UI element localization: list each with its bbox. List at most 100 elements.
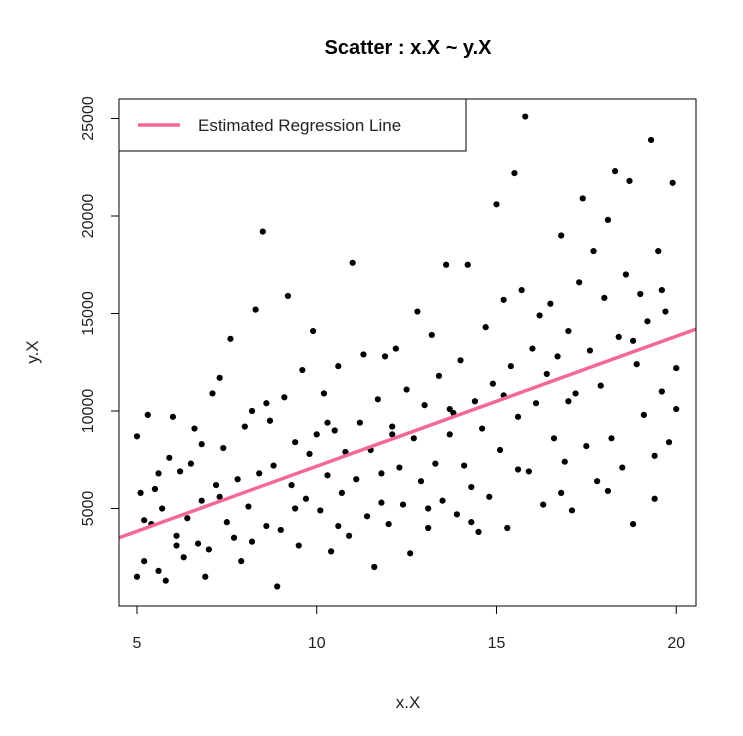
- data-point: [144, 411, 151, 418]
- data-point: [543, 370, 550, 378]
- data-point: [227, 335, 234, 342]
- data-point: [295, 542, 302, 549]
- data-point: [619, 464, 626, 471]
- data-point: [532, 400, 540, 407]
- points-layer: [133, 113, 680, 590]
- data-point: [328, 548, 335, 555]
- data-point: [651, 452, 658, 459]
- data-point: [658, 388, 665, 395]
- data-point: [385, 521, 392, 528]
- data-point: [428, 331, 435, 339]
- y-tick-label: 15000: [80, 291, 97, 336]
- data-point: [493, 201, 500, 208]
- data-point: [489, 380, 496, 387]
- x-tick-label: 15: [488, 635, 506, 652]
- data-point: [320, 390, 328, 397]
- x-tick-label: 5: [133, 635, 142, 652]
- data-point: [568, 507, 576, 514]
- y-tick-label: 5000: [80, 491, 97, 527]
- data-point: [665, 439, 673, 446]
- data-point: [292, 439, 299, 446]
- data-point: [216, 493, 223, 500]
- data-point: [281, 394, 288, 401]
- data-point: [371, 563, 378, 571]
- data-point: [389, 431, 396, 438]
- data-point: [159, 505, 166, 512]
- data-point: [166, 454, 173, 461]
- data-point: [292, 505, 299, 512]
- data-point: [417, 478, 425, 485]
- data-point: [475, 528, 482, 536]
- data-point: [586, 347, 594, 354]
- data-point: [511, 170, 518, 177]
- data-point: [378, 499, 385, 506]
- data-point: [191, 425, 198, 432]
- data-point: [558, 232, 565, 239]
- data-point: [177, 468, 184, 475]
- regression-line-layer: [119, 327, 696, 540]
- y-tick-label: 10000: [80, 389, 97, 434]
- data-point: [518, 287, 525, 294]
- data-point: [324, 419, 331, 426]
- data-point: [155, 567, 162, 575]
- data-point: [604, 216, 612, 223]
- data-point: [435, 372, 443, 379]
- data-point: [529, 345, 536, 352]
- data-point: [392, 345, 399, 352]
- data-point: [425, 524, 432, 532]
- data-point: [310, 327, 317, 335]
- data-point: [608, 435, 615, 442]
- data-point: [252, 306, 259, 313]
- data-point: [468, 519, 475, 526]
- data-point: [554, 353, 561, 360]
- data-point: [604, 487, 612, 495]
- data-point: [363, 513, 371, 520]
- data-point: [496, 446, 504, 454]
- regression-line: [119, 327, 696, 540]
- x-tick-label: 20: [667, 635, 685, 652]
- data-point: [576, 279, 583, 286]
- data-point: [302, 495, 310, 502]
- data-point: [173, 532, 180, 539]
- data-point: [629, 337, 637, 344]
- data-point: [360, 351, 367, 358]
- data-point: [597, 382, 604, 389]
- data-point: [241, 423, 248, 430]
- data-point: [263, 400, 270, 407]
- x-axis-label: x.X: [396, 693, 421, 712]
- data-point: [655, 248, 662, 255]
- data-point: [356, 419, 363, 426]
- data-point: [558, 489, 565, 496]
- data-point: [209, 390, 216, 397]
- data-point: [155, 470, 162, 477]
- data-point: [133, 433, 141, 440]
- data-point: [141, 558, 148, 565]
- data-point: [583, 443, 590, 450]
- data-point: [432, 460, 439, 467]
- data-point: [169, 413, 177, 420]
- data-point: [162, 577, 169, 584]
- data-point: [223, 519, 230, 526]
- data-point: [374, 396, 381, 403]
- data-point: [313, 431, 320, 438]
- data-point: [248, 538, 256, 545]
- data-point: [640, 411, 647, 418]
- data-point: [194, 540, 202, 547]
- data-point: [669, 179, 676, 186]
- data-point: [504, 524, 511, 532]
- data-point: [245, 503, 252, 510]
- data-point: [622, 271, 629, 278]
- data-point: [536, 312, 543, 319]
- data-point: [270, 462, 277, 469]
- data-point: [133, 573, 141, 580]
- data-point: [594, 478, 601, 485]
- data-point: [141, 517, 148, 524]
- data-point: [601, 294, 608, 301]
- x-tick-label: 10: [308, 635, 326, 652]
- data-point: [349, 259, 356, 266]
- data-point: [407, 550, 414, 557]
- data-point: [324, 472, 331, 479]
- data-point: [403, 386, 410, 393]
- data-point: [443, 261, 450, 268]
- data-point: [590, 248, 597, 255]
